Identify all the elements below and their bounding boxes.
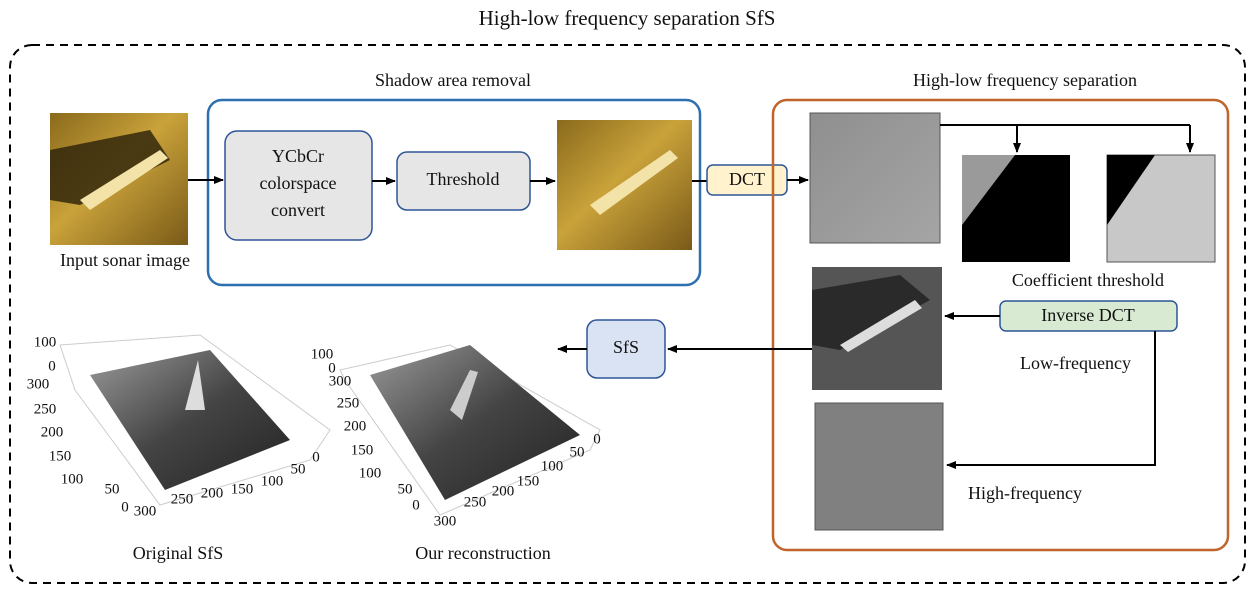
coefficient-label: Coefficient threshold [1012,270,1164,290]
tick-label: 50 [105,481,120,497]
reconstruction-surface [340,345,600,515]
tick-label: 200 [41,424,64,440]
tick-label: 50 [570,444,585,460]
tick-label: 200 [201,485,224,501]
arrow [947,331,1155,465]
low-frequency-image [812,267,942,390]
low-label: Low-frequency [1020,353,1131,373]
tick-label: 250 [337,395,360,411]
tick-label: 0 [48,358,56,374]
plot-label: Our reconstruction [415,543,550,563]
original-surface [60,335,330,505]
tick-label: 300 [329,373,352,389]
high-label: High-frequency [968,483,1082,503]
node-text: YCbCr [272,146,324,166]
tick-label: 50 [291,461,306,477]
node-text: colorspace [260,173,337,193]
input-label: Input sonar image [60,250,190,270]
tick-label: 300 [134,503,157,519]
tick-label: 50 [398,481,413,497]
tick-label: 100 [541,458,564,474]
tick-label: 0 [593,431,601,447]
tick-label: 200 [344,418,367,434]
figure: High-low frequency separation SfS Input … [0,0,1253,591]
shadow-title: Shadow area removal [375,70,531,90]
node-text: SfS [613,337,639,357]
tick-label: 300 [27,376,50,392]
tick-label: 150 [49,448,72,464]
plot-label: Original SfS [133,543,224,563]
freq-title: High-low frequency separation [913,70,1137,90]
tick-label: 150 [351,442,374,458]
dct-image [810,113,940,243]
tick-label: 0 [412,497,420,513]
node-text: DCT [729,169,765,189]
high-frequency-image [815,403,943,530]
node-text: convert [271,200,325,220]
tick-label: 100 [61,471,84,487]
tick-label: 100 [261,473,284,489]
low-mask [962,155,1070,262]
node-text: Inverse DCT [1041,305,1134,325]
tick-label: 150 [231,481,254,497]
tick-label: 250 [464,494,487,510]
node-text: Threshold [427,169,500,189]
shadowless-image [557,120,692,250]
tick-label: 300 [434,513,457,529]
tick-label: 250 [34,401,57,417]
tick-label: 150 [517,473,540,489]
tick-label: 100 [34,334,57,350]
input-image [50,113,188,245]
tick-label: 100 [359,465,382,481]
tick-label: 0 [121,499,129,515]
tick-label: 0 [312,449,320,465]
tick-label: 250 [171,491,194,507]
figure-title: High-low frequency separation SfS [479,6,776,30]
high-mask [1107,155,1215,262]
tick-label: 200 [492,483,515,499]
